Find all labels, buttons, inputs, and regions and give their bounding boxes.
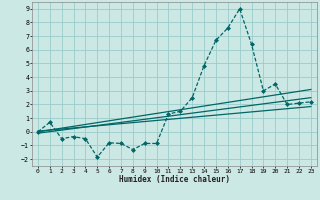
X-axis label: Humidex (Indice chaleur): Humidex (Indice chaleur) bbox=[119, 175, 230, 184]
